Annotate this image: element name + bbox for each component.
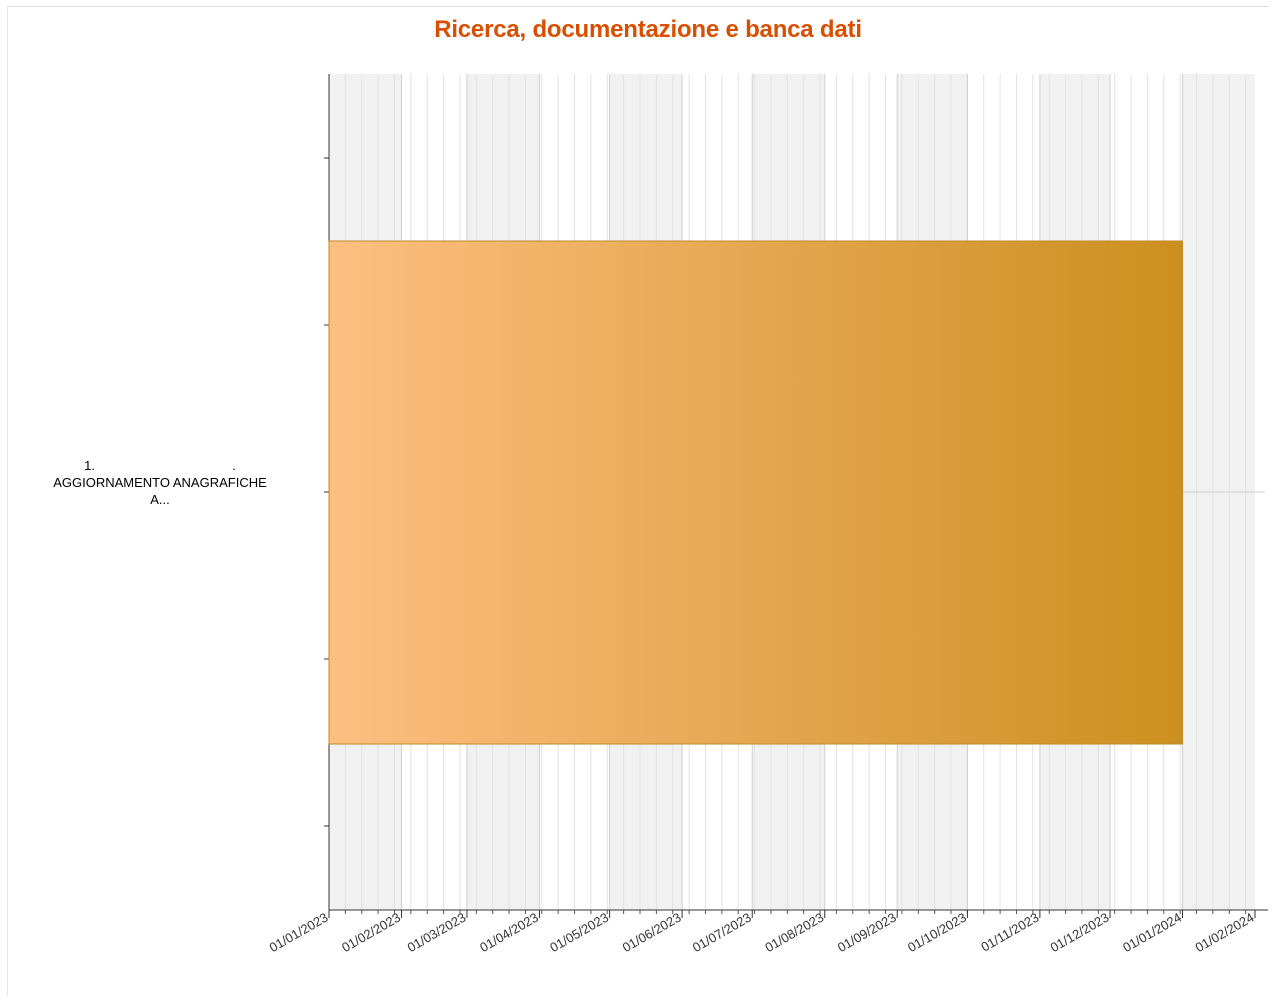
axes (324, 74, 1268, 918)
task-label-line-3: A... (150, 492, 170, 507)
x-tick-label: 01/10/2023 (905, 910, 969, 956)
x-tick-label: 01/05/2023 (547, 910, 611, 956)
task-label-line-1: 1. . (84, 458, 236, 473)
x-tick-label: 01/11/2023 (978, 910, 1041, 955)
x-tick-label: 01/08/2023 (762, 910, 826, 956)
x-tick-label: 01/02/2023 (339, 910, 403, 956)
x-tick-label: 01/02/2024 (1193, 910, 1257, 956)
x-tick-labels: 01/01/2023 01/02/2023 01/03/2023 01/04/2023… (267, 910, 1257, 956)
task-label-line-2: AGGIORNAMENTO ANAGRAFICHE (53, 475, 267, 490)
chart-title: Ricerca, documentazione e banca dati (434, 16, 862, 43)
task-bar (328, 240, 1184, 745)
task-label: 1. . AGGIORNAMENTO ANAGRAFICHE A... (10, 457, 310, 508)
x-tick-label: 01/07/2023 (690, 910, 754, 956)
x-tick-label: 01/01/2024 (1120, 910, 1184, 956)
task-bars (328, 240, 1184, 745)
x-tick-label: 01/06/2023 (620, 910, 684, 956)
x-tick-label: 01/03/2023 (405, 910, 469, 956)
x-tick-label: 01/01/2023 (267, 910, 331, 956)
x-tick-label: 01/12/2023 (1048, 910, 1112, 956)
x-tick-label: 01/04/2023 (477, 910, 541, 956)
chart-frame (7, 6, 1269, 996)
x-tick-label: 01/09/2023 (835, 910, 899, 956)
